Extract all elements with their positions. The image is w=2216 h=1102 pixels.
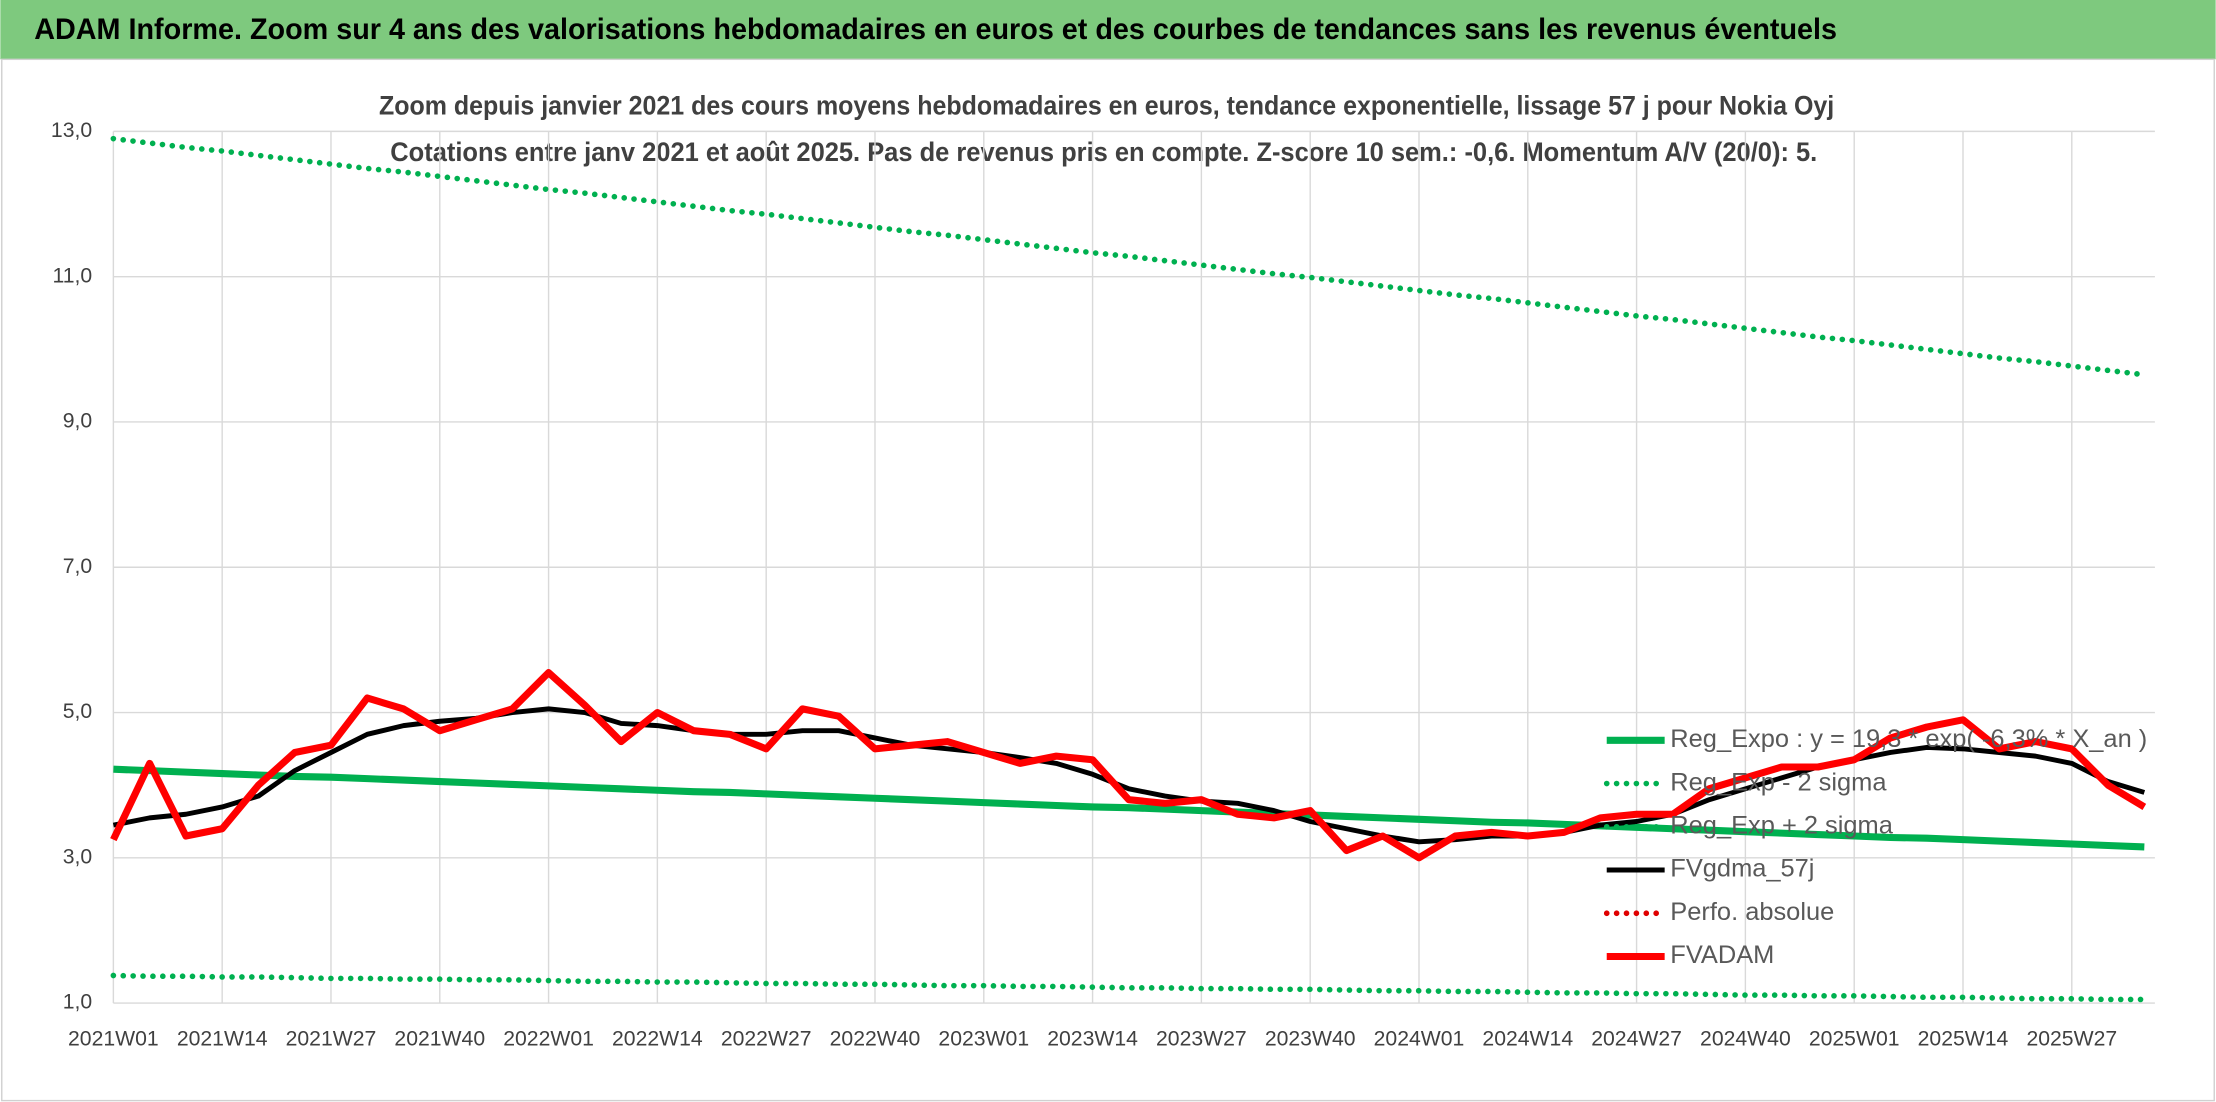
x-tick-label: 2022W14 [612, 1027, 703, 1050]
x-tick-label: 2025W27 [2026, 1027, 2117, 1050]
x-tick-label: 2021W40 [394, 1027, 485, 1050]
x-tick-label: 2024W14 [1482, 1027, 1573, 1050]
x-tick-label: 2023W40 [1265, 1027, 1356, 1050]
chart-title: ADAM Informe. Zoom sur 4 ans des valoris… [34, 13, 1837, 46]
x-tick-label: 2021W14 [177, 1027, 268, 1050]
x-tick-label: 2024W01 [1374, 1027, 1465, 1050]
series-line [112, 706, 2146, 845]
series-line [113, 765, 2145, 851]
plot [110, 135, 2148, 1003]
x-tick-label: 2024W27 [1591, 1027, 1682, 1050]
x-tick-label: 2024W40 [1700, 1027, 1791, 1050]
legend-label: Reg_Expo : y = 19,3 * exp( -6,3% * X_an … [1670, 725, 2147, 753]
legend-label: FVADAM [1670, 941, 1774, 969]
x-tick-label: 2023W27 [1156, 1027, 1247, 1050]
legend: Reg_Expo : y = 19,3 * exp( -6,3% * X_an … [1603, 725, 2147, 969]
series-line [110, 669, 2147, 862]
legend-label: Reg_Exp + 2 sigma [1670, 812, 1893, 840]
y-tick-label: 13,0 [51, 119, 92, 142]
subtitle: Zoom depuis janvier 2021 des cours moyen… [379, 90, 1834, 120]
y-tick-label: 11,0 [53, 264, 93, 287]
y-tick-label: 5,0 [63, 700, 92, 723]
y-tick-label: 1,0 [63, 991, 92, 1014]
x-tick-label: 2025W01 [1809, 1027, 1900, 1050]
x-tick-label: 2022W40 [830, 1027, 921, 1050]
grid: 1,0 3,0 5,0 7,0 9,0 11,0 13,0 2021W01 2021W14 202… [51, 119, 2155, 1050]
x-tick-label: 2022W27 [721, 1027, 812, 1050]
y-tick-label: 7,0 [63, 555, 92, 578]
y-tick-label: 9,0 [63, 410, 92, 433]
series-line [110, 972, 2148, 1003]
x-tick-label: 2022W01 [503, 1027, 594, 1050]
subtitle: Cotations entre janv 2021 et août 2025. … [390, 137, 1817, 167]
x-tick-label: 2023W01 [938, 1027, 1029, 1050]
x-tick-label: 2021W27 [286, 1027, 377, 1050]
legend-label: FVgdma_57j [1670, 855, 1814, 883]
x-tick-label: 2021W01 [68, 1027, 159, 1050]
x-tick-label: 2023W14 [1047, 1027, 1138, 1050]
legend-label: Reg_Exp - 2 sigma [1670, 768, 1887, 796]
y-tick-label: 3,0 [63, 845, 92, 868]
chart-frame [1, 58, 2215, 1102]
x-tick-label: 2025W14 [1918, 1027, 2009, 1050]
header-bar [0, 0, 2216, 60]
legend-label: Perfo. absolue [1670, 898, 1834, 926]
